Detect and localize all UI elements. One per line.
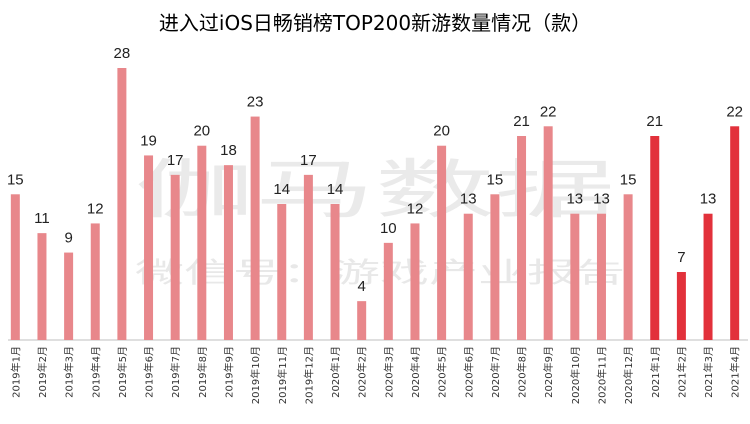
bar-15 (383, 242, 393, 340)
value-labels-layer: 15 11 9 12 28 19 17 20 18 23 14 17 14 4 10 12 20 13 15 21 22… (7, 45, 743, 295)
value-label-12: 17 (300, 152, 317, 169)
bar-1 (10, 194, 20, 340)
watermark-sub: 微信号：游戏产业报告 (135, 256, 625, 289)
bar-4 (90, 223, 100, 340)
tick-label-20: 2020年8月 (516, 346, 529, 398)
tick-label-22: 2020年10月 (569, 346, 582, 404)
value-label-15: 10 (380, 220, 397, 237)
value-label-13: 14 (327, 181, 344, 198)
chart-title: 进入过iOS日畅销榜TOP200新游数量情况（款） (159, 11, 591, 35)
tick-label-10: 2019年10月 (249, 346, 262, 404)
tick-label-17: 2020年5月 (436, 346, 449, 398)
tick-label-26: 2021年2月 (675, 346, 688, 398)
bar-24 (623, 194, 633, 340)
value-label-16: 12 (407, 200, 424, 217)
tick-label-13: 2020年1月 (329, 346, 342, 398)
value-label-3: 9 (64, 230, 72, 247)
bar-7 (170, 174, 180, 340)
bar-27 (703, 213, 713, 340)
tick-label-14: 2020年2月 (356, 346, 369, 398)
bar-11 (277, 204, 287, 340)
bar-26 (676, 272, 686, 340)
tick-label-3: 2019年3月 (63, 346, 76, 398)
bars-layer (10, 68, 740, 340)
value-label-27: 13 (700, 191, 717, 208)
value-label-14: 4 (358, 278, 366, 295)
value-label-5: 28 (114, 45, 131, 62)
bar-8 (197, 145, 207, 340)
bar-3 (64, 252, 74, 340)
value-label-8: 20 (193, 123, 210, 140)
bar-6 (144, 155, 154, 340)
value-label-22: 13 (566, 191, 583, 208)
value-label-24: 15 (620, 171, 637, 188)
bar-13 (330, 204, 340, 340)
bar-22 (570, 213, 580, 340)
tick-label-21: 2020年9月 (542, 346, 555, 398)
bar-19 (490, 194, 500, 340)
value-label-26: 7 (677, 249, 685, 266)
value-label-2: 11 (34, 210, 50, 227)
bar-12 (303, 174, 313, 340)
bar-25 (650, 136, 660, 340)
bar-14 (357, 301, 367, 340)
tick-label-8: 2019年8月 (196, 346, 209, 398)
tick-label-1: 2019年1月 (9, 346, 22, 398)
value-label-25: 21 (646, 113, 663, 130)
tick-labels-layer: 2019年1月 2019年2月 2019年3月 2019年4月 2019年5月 2019年… (9, 346, 741, 404)
value-label-9: 18 (220, 142, 237, 159)
tick-label-5: 2019年5月 (116, 346, 129, 398)
value-label-11: 14 (273, 181, 290, 198)
bar-16 (410, 223, 420, 340)
bar-17 (437, 145, 447, 340)
tick-label-4: 2019年4月 (89, 346, 102, 398)
bar-28 (730, 126, 740, 340)
bar-23 (596, 213, 606, 340)
tick-label-15: 2020年3月 (382, 346, 395, 398)
bar-9 (223, 165, 233, 340)
bar-18 (463, 213, 473, 340)
bar-2 (37, 233, 47, 340)
bar-21 (543, 126, 553, 340)
tick-label-25: 2021年1月 (649, 346, 662, 398)
tick-label-28: 2021年4月 (729, 346, 742, 398)
tick-label-9: 2019年9月 (222, 346, 235, 398)
value-label-17: 20 (433, 123, 450, 140)
value-label-18: 13 (460, 191, 477, 208)
tick-label-2: 2019年2月 (36, 346, 49, 398)
tick-label-7: 2019年7月 (169, 346, 182, 398)
value-label-28: 22 (726, 103, 743, 120)
value-label-4: 12 (87, 200, 104, 217)
tick-label-19: 2020年7月 (489, 346, 502, 398)
tick-label-12: 2019年12月 (302, 346, 315, 404)
tick-label-16: 2020年4月 (409, 346, 422, 398)
tick-label-6: 2019年6月 (143, 346, 156, 398)
bar-20 (517, 136, 527, 340)
tick-label-23: 2020年11月 (595, 346, 608, 404)
watermark-main: 伽马数据 (135, 154, 615, 228)
value-label-20: 21 (513, 113, 530, 130)
value-label-21: 22 (540, 103, 557, 120)
tick-label-11: 2019年11月 (276, 346, 289, 404)
value-label-1: 15 (7, 171, 24, 188)
tick-label-27: 2021年3月 (702, 346, 715, 398)
value-label-19: 15 (487, 171, 504, 188)
tick-label-18: 2020年6月 (462, 346, 475, 398)
bar-10 (250, 116, 260, 340)
value-label-7: 17 (167, 152, 184, 169)
tick-label-24: 2020年12月 (622, 346, 635, 404)
value-label-10: 23 (247, 94, 264, 111)
value-label-23: 13 (593, 191, 610, 208)
value-label-6: 19 (140, 132, 157, 149)
bar-5 (117, 68, 127, 340)
